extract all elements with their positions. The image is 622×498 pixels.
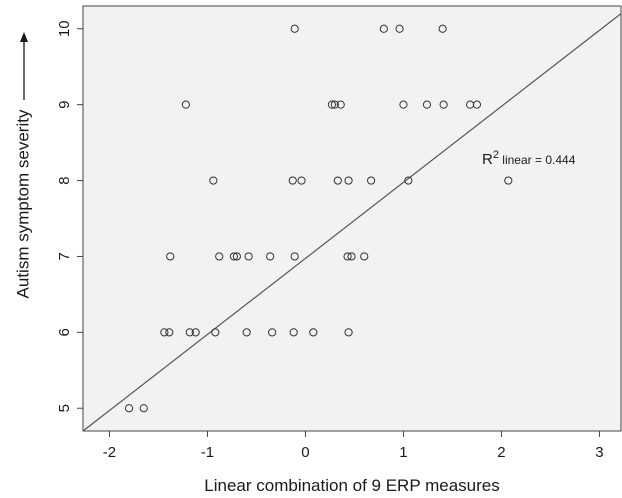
data-point <box>211 328 220 337</box>
data-point <box>404 176 413 185</box>
data-point <box>244 252 253 261</box>
y-tick-label: 5 <box>56 404 73 412</box>
data-point <box>343 252 352 261</box>
data-point <box>336 100 345 109</box>
data-point <box>379 24 388 33</box>
data-point <box>367 176 376 185</box>
data-point <box>504 176 513 185</box>
data-point <box>185 328 194 337</box>
data-point <box>268 328 277 337</box>
data-point <box>124 404 134 413</box>
r-squared-symbol: R <box>482 151 493 168</box>
x-tick-label: 0 <box>301 444 309 461</box>
plot-area <box>82 5 622 432</box>
data-point <box>360 252 369 261</box>
r-squared-value: = 0.444 <box>532 153 576 167</box>
data-point <box>232 252 241 261</box>
data-point <box>347 252 356 261</box>
data-point <box>344 328 353 337</box>
regression-line <box>82 13 622 432</box>
x-tick-label: -2 <box>103 444 116 461</box>
data-point <box>330 100 339 109</box>
data-point <box>288 176 297 185</box>
data-point <box>166 252 175 261</box>
y-tick-label: 6 <box>56 328 73 336</box>
data-point <box>289 328 298 337</box>
r-squared-superscript: 2 <box>493 149 499 161</box>
data-point <box>266 252 275 261</box>
data-point <box>181 100 190 109</box>
data-point <box>422 100 432 109</box>
data-point <box>399 100 408 109</box>
data-point <box>333 176 342 185</box>
x-axis-title: Linear combination of 9 ERP measures <box>204 476 499 495</box>
data-point <box>165 328 174 337</box>
y-tick-label: 9 <box>56 100 73 108</box>
data-point <box>290 252 299 261</box>
r-squared-annotation: R2 linear = 0.444 <box>482 149 576 168</box>
data-point <box>472 100 482 109</box>
y-tick-label: 10 <box>56 20 73 37</box>
x-tick-label: 1 <box>399 444 407 461</box>
data-point <box>439 100 448 109</box>
data-point <box>215 252 224 261</box>
data-point <box>309 328 318 337</box>
data-point <box>191 328 200 337</box>
x-tick-label: 3 <box>595 444 603 461</box>
y-tick-label: 8 <box>56 176 73 184</box>
data-point <box>327 100 337 109</box>
y-axis-arrow-head <box>20 32 28 42</box>
data-point <box>395 24 404 33</box>
r-squared-subscript: linear <box>499 153 532 167</box>
y-axis-title-group: Autism symptom severity <box>13 32 32 298</box>
data-point <box>290 24 299 33</box>
data-point <box>344 176 353 185</box>
data-point <box>160 328 169 337</box>
data-point <box>209 176 218 185</box>
data-point <box>139 404 148 413</box>
y-tick-label: 7 <box>56 252 73 260</box>
data-point <box>229 252 239 261</box>
data-point <box>438 24 447 33</box>
data-point <box>242 328 251 337</box>
y-axis-title: Autism symptom severity <box>13 109 32 298</box>
x-tick-label: -1 <box>201 444 214 461</box>
x-tick-label: 2 <box>497 444 505 461</box>
data-point <box>297 176 306 185</box>
